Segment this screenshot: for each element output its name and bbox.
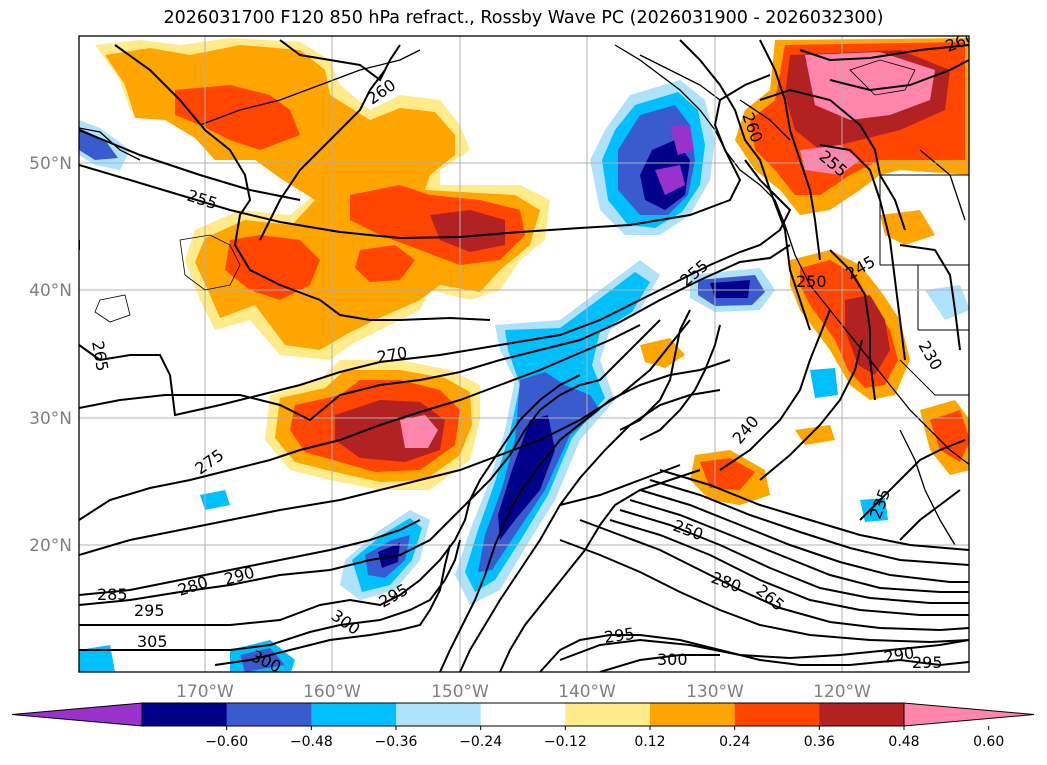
contour-label: 295 [912, 653, 943, 672]
colorbar-tick-label: −0.24 [459, 734, 502, 750]
colorbar-segment [142, 703, 228, 726]
lon-label: 130°W [686, 682, 744, 702]
colorbar-segment [311, 703, 397, 726]
contour-label: 295 [603, 624, 636, 647]
lon-label: 160°W [303, 682, 361, 702]
contour-labels: 260 255 265 270 275 280 290 285 295 305 … [88, 27, 978, 672]
colorbar-frame [141, 702, 905, 727]
lat-label: 50°N [29, 154, 72, 174]
colorbar-tick-label: 0.36 [804, 734, 835, 750]
political-borders [879, 174, 969, 396]
contour-label: 300 [657, 650, 688, 669]
positive-anomaly-fill [95, 38, 969, 505]
plot-frame [78, 35, 970, 673]
colorbar: −0.60 −0.48 −0.36 −0.24 −0.12 0.12 0.24 0.36 0.4… [11, 702, 1035, 750]
colorbar-segment [734, 703, 820, 726]
colorbar-tick-label: 0.60 [973, 734, 1004, 750]
contour-label: 305 [137, 632, 168, 651]
colorbar-tick-label: −0.60 [205, 734, 248, 750]
lon-label: 170°W [176, 682, 234, 702]
anomaly-outlines [94, 59, 916, 323]
colorbar-tick-label: 0.48 [888, 734, 919, 750]
contour-label: 250 [796, 272, 827, 291]
lon-label: 140°W [558, 682, 616, 702]
colorbar-tick-label: −0.36 [375, 734, 418, 750]
longitude-labels: 170°W 160°W 150°W 140°W 130°W 120°W [176, 682, 871, 702]
colorbar-segment [226, 703, 312, 726]
colorbar-tick-label: 0.24 [719, 734, 750, 750]
colorbar-segment [480, 703, 566, 726]
lat-label: 30°N [29, 409, 72, 429]
colorbar-segment [565, 703, 651, 726]
graticule [79, 36, 969, 672]
colorbar-segment [396, 703, 482, 726]
contour-label: 295 [134, 601, 165, 620]
lat-label: 20°N [29, 536, 72, 556]
lat-label: 40°N [29, 281, 72, 301]
contour-label: 285 [97, 585, 128, 604]
height-contours [79, 39, 969, 672]
colorbar-tick-label: −0.48 [290, 734, 333, 750]
lon-label: 120°W [813, 682, 871, 702]
colorbar-segment [819, 703, 905, 726]
colorbar-extend-low [11, 702, 143, 727]
colorbar-extend-high [903, 702, 1035, 727]
lon-label: 150°W [431, 682, 489, 702]
colorbar-segment [650, 703, 736, 726]
latitude-labels: 50°N 40°N 30°N 20°N [29, 154, 72, 556]
map-title: 2026031700 F120 850 hPa refract., Rossby… [163, 8, 884, 28]
contour-label: 260 [943, 27, 978, 55]
colorbar-tick-label: 0.12 [634, 734, 665, 750]
colorbar-tick-label: −0.12 [544, 734, 587, 750]
